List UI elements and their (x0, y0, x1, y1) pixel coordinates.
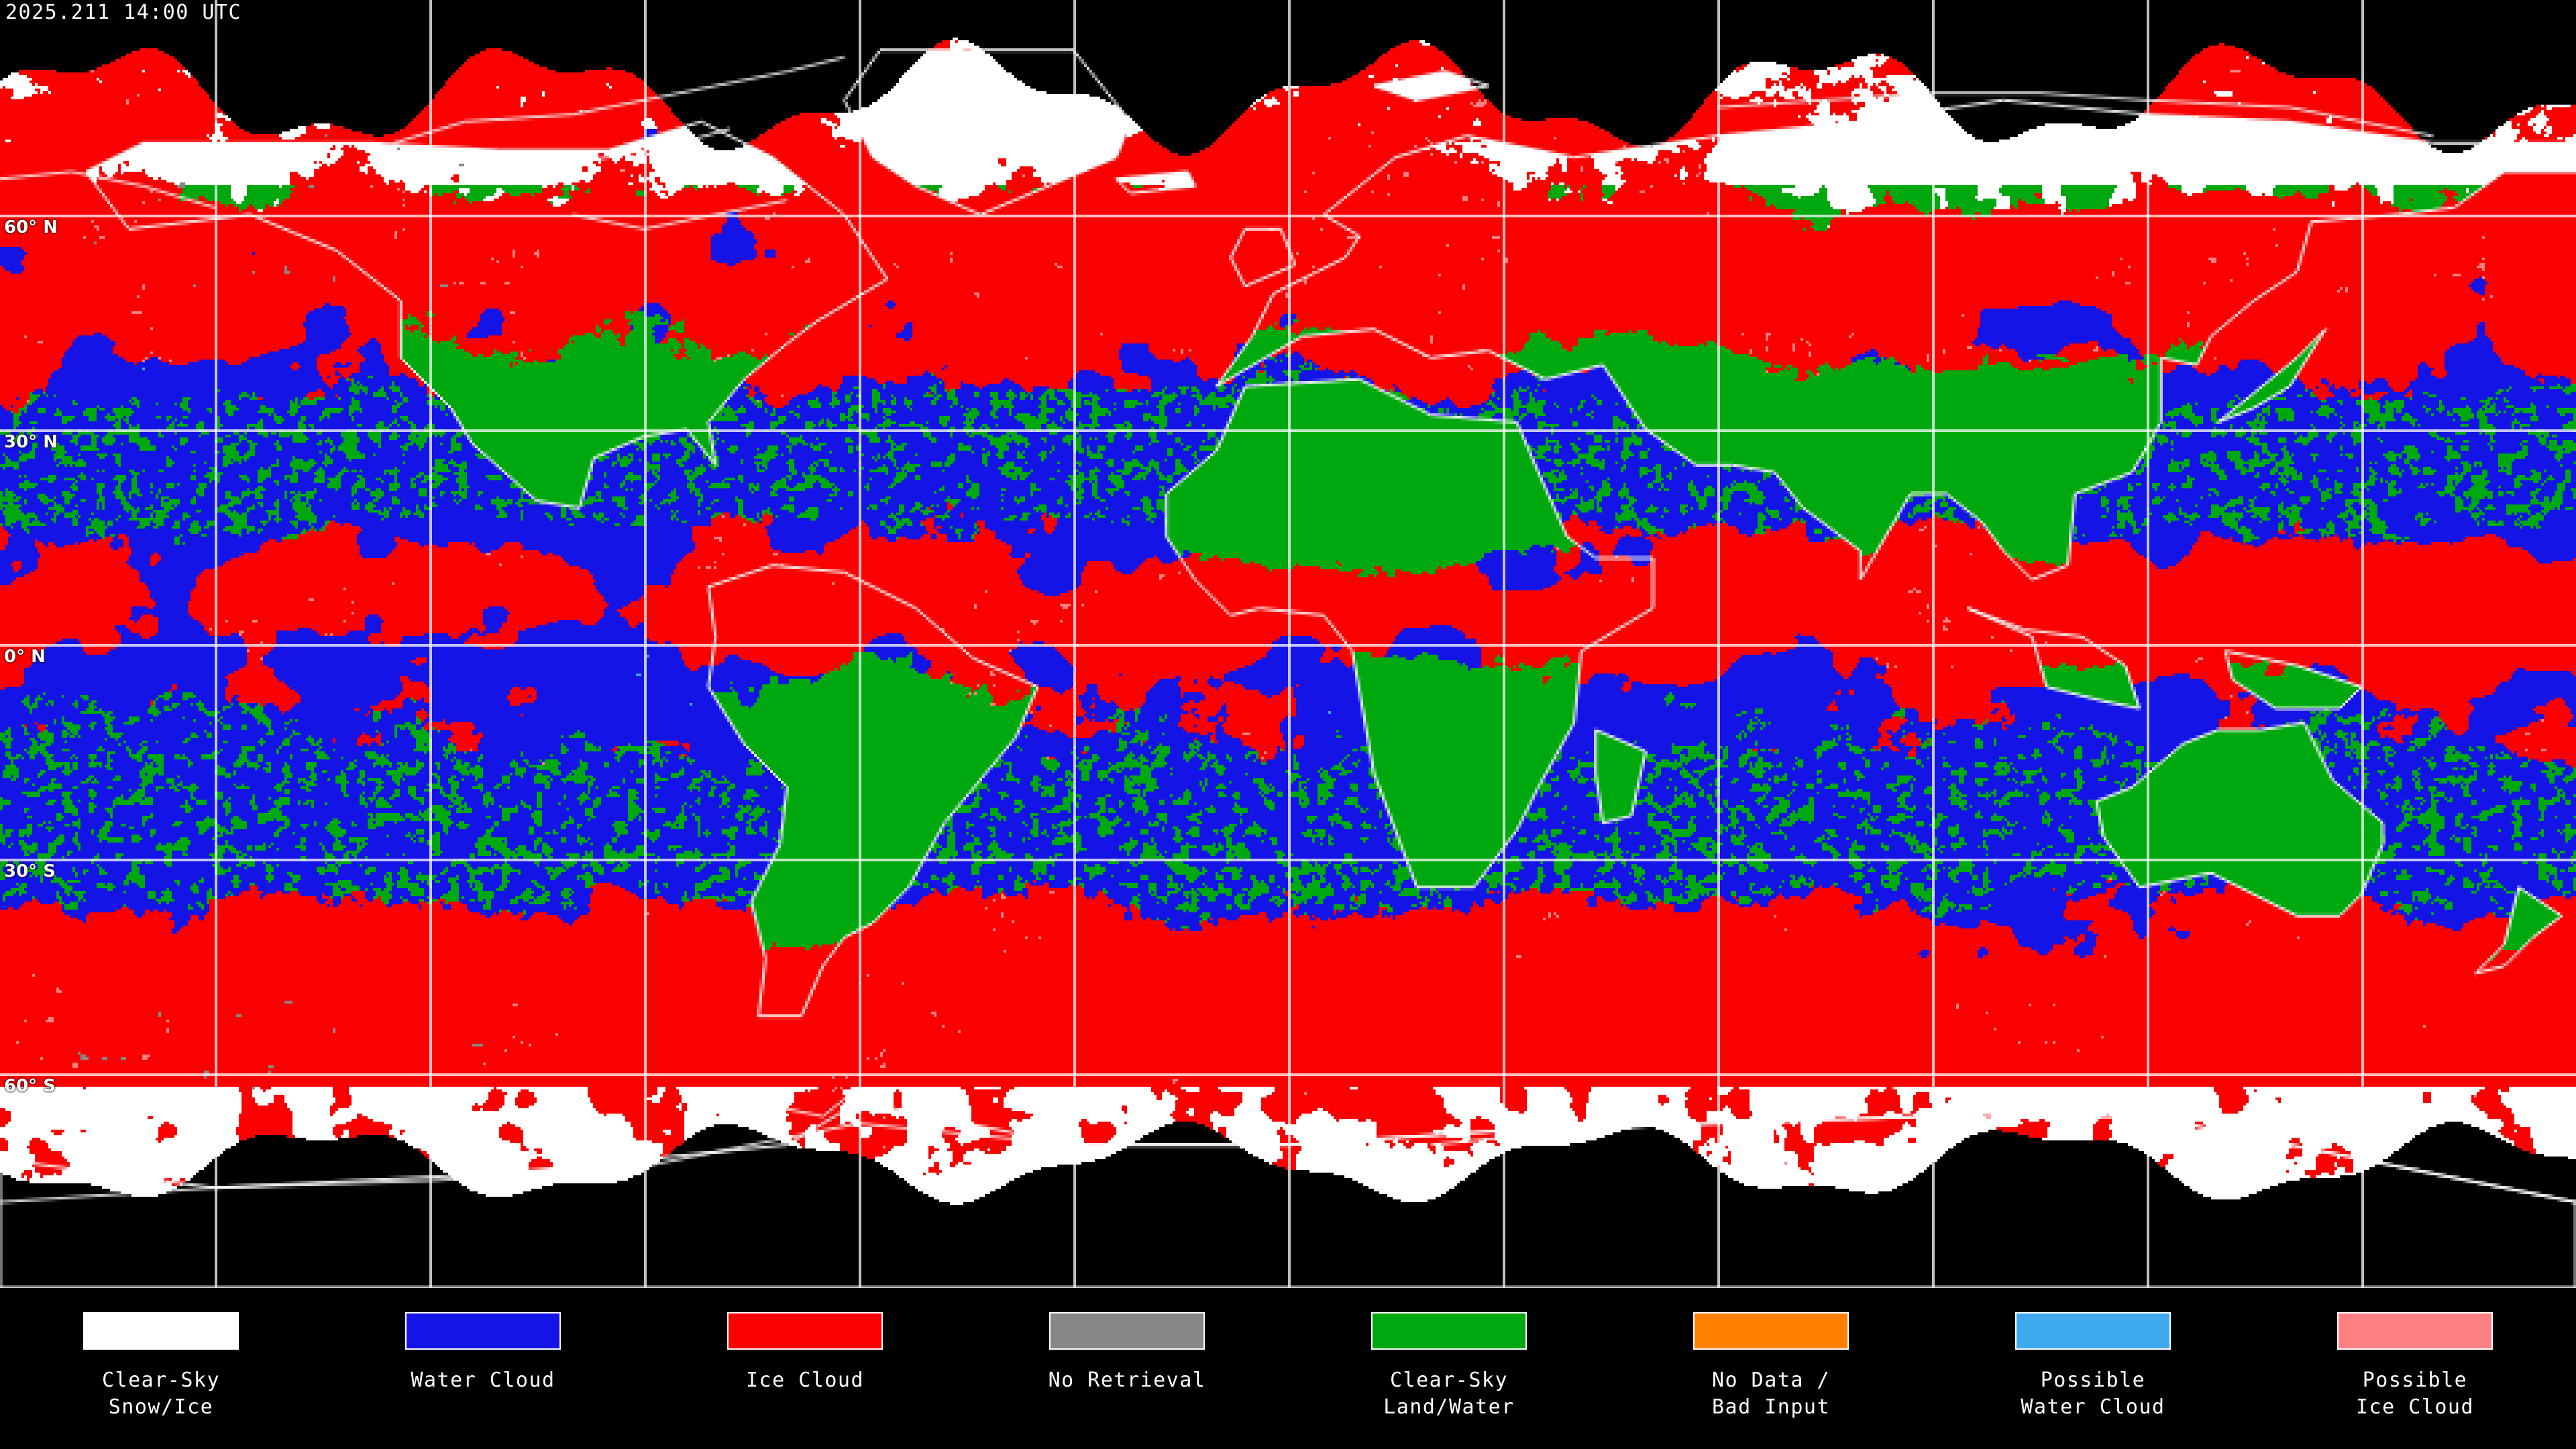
legend-item[interactable]: Clear-Sky Land/Water (1288, 1289, 1610, 1421)
legend-item[interactable]: Possible Ice Cloud (2254, 1289, 2576, 1421)
legend-item[interactable]: Ice Cloud (644, 1289, 966, 1394)
legend-swatch (83, 1312, 239, 1350)
latitude-label: 30° S (4, 861, 56, 881)
legend-item[interactable]: Possible Water Cloud (1932, 1289, 2254, 1421)
legend-item-label: No Retrieval (1048, 1368, 1206, 1392)
legend-item[interactable]: Water Cloud (322, 1289, 644, 1394)
legend-item-label: Water Cloud (411, 1368, 555, 1392)
latitude-label: 60° S (4, 1076, 56, 1096)
classification-legend: Clear-Sky Snow/Ice Water Cloud Ice Cloud No… (0, 1289, 2576, 1449)
legend-item-label: No Data / Bad Input (1711, 1368, 1831, 1419)
map-bottom-divider (0, 1287, 2576, 1288)
legend-item-label: Clear-Sky Snow/Ice (101, 1368, 221, 1419)
legend-item-label: Clear-Sky Land/Water (1383, 1368, 1515, 1419)
latitude-label: 30° N (4, 432, 58, 452)
legend-swatch (727, 1312, 883, 1350)
timestamp-label: 2025.211 14:00 UTC (5, 1, 242, 24)
legend-swatch (405, 1312, 561, 1350)
legend-swatch (1371, 1312, 1527, 1350)
legend-swatch (2337, 1312, 2493, 1350)
legend-swatch (2015, 1312, 2171, 1350)
legend-item[interactable]: No Data / Bad Input (1610, 1289, 1932, 1421)
legend-swatch (1049, 1312, 1205, 1350)
legend-item-label: Possible Ice Cloud (2355, 1368, 2475, 1419)
legend-item[interactable]: No Retrieval (966, 1289, 1288, 1394)
legend-item[interactable]: Clear-Sky Snow/Ice (0, 1289, 322, 1421)
legend-swatch (1693, 1312, 1849, 1350)
legend-item-label: Ice Cloud (745, 1368, 865, 1392)
global-cloud-classification-raster[interactable] (0, 0, 2576, 1288)
latitude-label: 60° N (4, 217, 58, 237)
legend-item-label: Possible Water Cloud (2021, 1368, 2165, 1419)
latitude-label: 0° N (4, 647, 46, 667)
global-map-panel[interactable]: 2025.211 14:00 UTC 60° N 30° N 0° N 30° S 60… (0, 0, 2576, 1288)
